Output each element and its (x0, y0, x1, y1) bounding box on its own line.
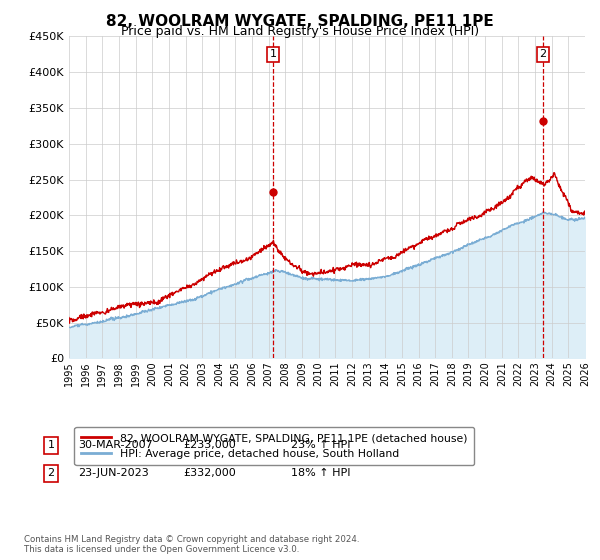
Text: £332,000: £332,000 (183, 468, 236, 478)
Text: £233,000: £233,000 (183, 440, 236, 450)
Text: 18% ↑ HPI: 18% ↑ HPI (291, 468, 350, 478)
Text: 82, WOOLRAM WYGATE, SPALDING, PE11 1PE: 82, WOOLRAM WYGATE, SPALDING, PE11 1PE (106, 14, 494, 29)
Text: 23% ↑ HPI: 23% ↑ HPI (291, 440, 350, 450)
Text: 2: 2 (47, 468, 55, 478)
Text: 23-JUN-2023: 23-JUN-2023 (78, 468, 149, 478)
Text: 30-MAR-2007: 30-MAR-2007 (78, 440, 153, 450)
Text: Price paid vs. HM Land Registry's House Price Index (HPI): Price paid vs. HM Land Registry's House … (121, 25, 479, 38)
Legend: 82, WOOLRAM WYGATE, SPALDING, PE11 1PE (detached house), HPI: Average price, det: 82, WOOLRAM WYGATE, SPALDING, PE11 1PE (… (74, 427, 474, 465)
Text: Contains HM Land Registry data © Crown copyright and database right 2024.
This d: Contains HM Land Registry data © Crown c… (24, 535, 359, 554)
Text: 1: 1 (47, 440, 55, 450)
Text: 2: 2 (539, 49, 547, 59)
Text: 1: 1 (269, 49, 277, 59)
